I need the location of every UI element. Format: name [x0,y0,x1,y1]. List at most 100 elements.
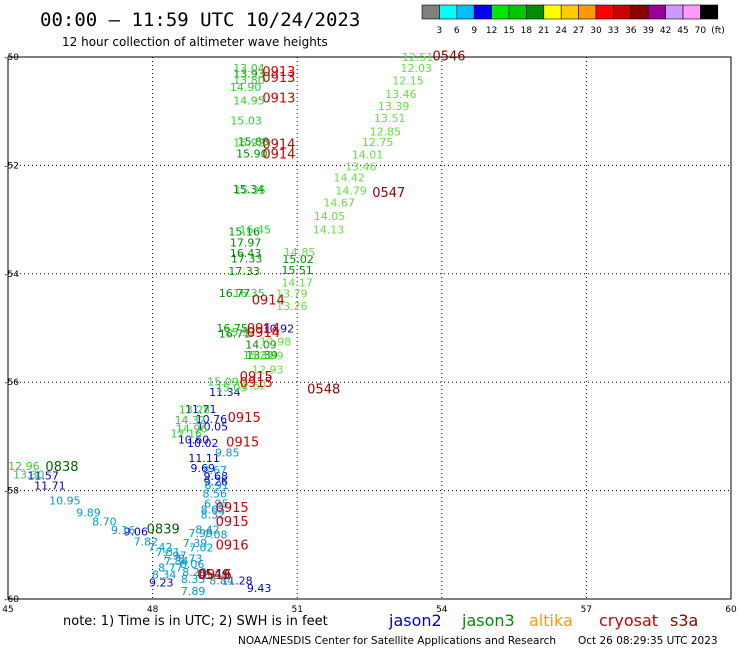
wave-height-label: 15.92 [225,326,257,339]
x-tick-label: 54 [436,605,448,615]
colorbar-label: 42 [660,26,671,36]
wave-height-label: 16.75 [216,322,248,335]
wave-height-label: 17.33 [231,253,263,266]
legend-item-s3a: s3a [670,611,698,630]
wave-height-label: 11.71 [185,403,217,416]
y-tick-label: -52 [4,161,19,171]
footer-note: note: 1) Time is in UTC; 2) SWH is in fe… [63,614,328,629]
wave-height-label: 11.34 [209,386,241,399]
wave-height-label: 10.76 [196,413,228,426]
wave-height-label: 14.85 [284,246,316,259]
chart-subtitle: 12 hour collection of altimeter wave hei… [62,35,328,49]
wave-height-label: 8.67 [203,464,228,477]
wave-height-label: 16.43 [230,247,262,260]
wave-height-label: 14.05 [314,210,346,223]
x-tick-label: 45 [2,605,13,615]
y-tick-label: -54 [4,270,19,280]
pass-time-label: 0916 [199,568,232,583]
plot-area: 45 48 51 54 57 60-50-52-54-56-58-6011.5711.71… [2,49,737,615]
colorbar-label: 27 [573,26,584,36]
wave-height-label: 9.06 [123,525,148,538]
wave-height-label: 9.43 [247,582,272,595]
wave-height-label: 14.09 [245,338,277,351]
footer-timestamp: Oct 26 08:29:35 UTC 2023 [578,635,718,647]
wave-height-label: 16.71 [219,327,251,340]
wave-height-label: 7.08 [203,529,228,542]
wave-height-label: 7.89 [181,585,206,598]
colorbar-label: 39 [642,26,654,36]
wave-height-label: 9.68 [203,470,228,483]
wave-height-label: 12.96 [8,460,40,473]
pass-time-label: 0916 [216,538,249,553]
wave-height-label: 15.34 [233,183,265,196]
colorbar-swatch [613,4,632,20]
pass-time-label: 0913 [262,65,295,80]
pass-time-label: 0546 [432,49,465,64]
wave-height-label: 13.46 [345,160,377,173]
wave-height-label: 12.62 [235,379,267,392]
colorbar-label: 36 [625,26,637,36]
colorbar-label: 15 [503,26,514,36]
pass-time-label: 0915 [240,370,273,385]
wave-height-label: 10.02 [187,437,219,450]
wave-height-label: 7.99 [189,527,214,540]
wave-height-label: 15.35 [234,184,266,197]
wave-height-label: 9.16 [111,524,136,537]
y-tick-label: -60 [4,595,19,605]
wave-height-label: 8.32 [201,508,226,521]
wave-height-label: 8.29 [182,566,207,579]
colorbar-swatch [647,4,666,20]
wave-height-label: 7.39 [183,537,208,550]
x-tick-label: 60 [725,605,737,615]
colorbar-swatch [491,4,510,20]
colorbar-swatch [526,4,545,20]
wave-height-label: 8.70 [92,515,117,528]
wave-height-label: 9.85 [215,447,240,460]
colorbar-label: 6 [454,26,460,36]
wave-height-label: 12.98 [260,336,292,349]
wave-height-label: 10.60 [178,434,210,447]
wave-height-label: 12.93 [252,364,284,377]
wave-height-label: 14.67 [323,196,355,209]
colorbar-swatch [439,4,458,20]
legend-item-altika: altika [529,611,573,630]
wave-height-label: 14.90 [230,81,262,94]
wave-height-label: 9.69 [190,462,215,475]
colorbar-swatch [421,4,440,20]
wave-height-label: 13.80 [233,74,265,87]
colorbar-label: 33 [608,26,619,36]
wave-height-label: 15.02 [282,253,314,266]
wave-height-label: 14.01 [352,149,384,162]
wave-height-label: 14.79 [335,184,367,197]
wave-height-label: 10.95 [49,494,81,507]
colorbar-swatch [473,4,492,20]
wave-height-label: 10.05 [197,421,229,434]
wave-height-label: 10.92 [263,323,295,336]
pass-time-label: 0549 [197,568,230,583]
pass-time-label: 0915 [216,515,249,530]
wave-height-label: 8.06 [180,558,205,571]
wave-height-label: 14.96 [176,422,208,435]
wave-height-label: 8.65 [201,504,226,517]
colorbar-swatch [543,4,562,20]
wave-height-label: 9.89 [76,506,101,519]
colorbar-swatch [630,4,649,20]
satellite-legend: jason2 jason3 altika cryosat s3a [388,611,698,630]
wave-height-label: 15.90 [236,147,268,160]
x-tick-label: 48 [147,605,159,615]
colorbar-swatch [560,4,579,20]
wave-height-label: 15.88 [238,136,270,149]
colorbar-label: 30 [590,26,602,36]
wave-height-label: 14.17 [281,276,313,289]
colorbar-swatch [682,4,701,20]
wave-height-label: 11.57 [27,469,59,482]
wave-height-label: 13.28 [179,403,211,416]
legend-item-jason3: jason3 [461,611,515,630]
wave-height-label: 8.42 [195,524,220,537]
colorbar: 3 6 9 12 15 18 21 24 27 30 33 36 39 42 45 70 (ft) [421,4,725,36]
footer-credit: NOAA/NESDIS Center for Satellite Applica… [238,635,556,647]
wave-height-label: 15.31 [243,349,275,362]
wave-height-label: 8.34 [152,569,177,582]
wave-height-label: 15.09 [207,376,239,389]
wave-height-label: 16.77 [219,287,251,300]
